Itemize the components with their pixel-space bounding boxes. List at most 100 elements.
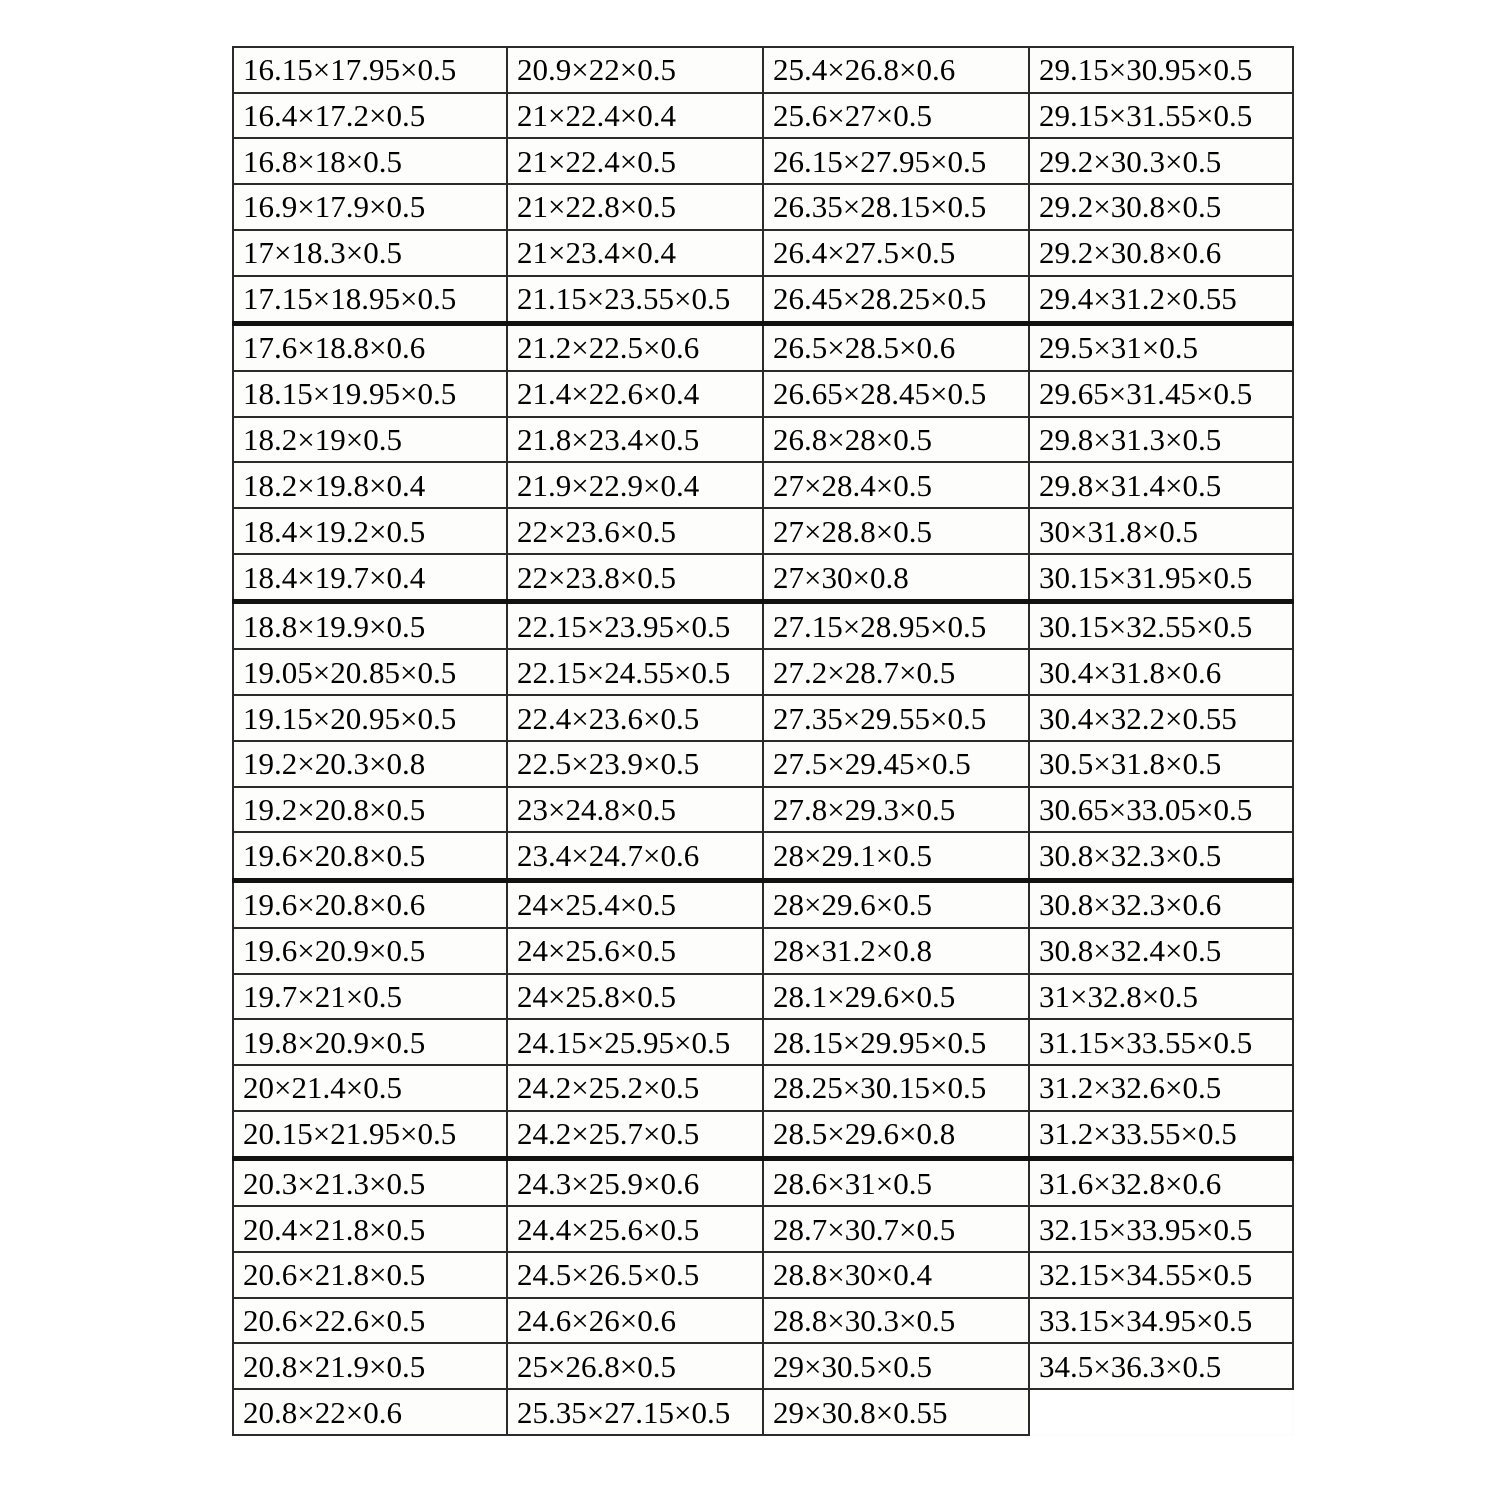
table-cell: 20.6×21.8×0.5 (232, 1250, 508, 1299)
table-cell: 24.2×25.2×0.5 (506, 1063, 764, 1112)
table-row: 20.15×21.95×0.5 24.2×25.7×0.5 28.5×29.6×0.… (232, 1109, 1294, 1161)
table-cell: 19.7×21×0.5 (232, 972, 508, 1021)
table-row: 19.6×20.8×0.5 23.4×24.7×0.6 28×29.1×0.5 30.… (232, 831, 1294, 883)
table-cell: 19.15×20.95×0.5 (232, 694, 508, 742)
table-cell: 28.7×30.7×0.5 (762, 1205, 1030, 1253)
table-cell: 25.6×27×0.5 (762, 91, 1030, 140)
table-cell: 32.15×34.55×0.5 (1028, 1250, 1294, 1299)
table-cell: 30.15×32.55×0.5 (1028, 600, 1294, 651)
table-cell: 20.4×21.8×0.5 (232, 1205, 508, 1253)
table-cell: 18.4×19.2×0.5 (232, 507, 508, 555)
table-cell: 31.2×33.55×0.5 (1028, 1109, 1294, 1161)
table-cell: 26.8×28×0.5 (762, 415, 1030, 464)
table-cell: 24×25.4×0.5 (506, 879, 764, 929)
table-row: 16.15×17.95×0.5 20.9×22×0.5 25.4×26.8×0.6 2… (232, 46, 1294, 94)
table-row: 19.2×20.3×0.8 22.5×23.9×0.5 27.5×29.45×0.5… (232, 739, 1294, 788)
table-cell: 33.15×34.95×0.5 (1028, 1296, 1294, 1345)
table-cell: 27.35×29.55×0.5 (762, 694, 1030, 742)
table-cell: 29.65×31.45×0.5 (1028, 370, 1294, 418)
table-cell: 19.05×20.85×0.5 (232, 648, 508, 697)
table-cell: 31×32.8×0.5 (1028, 972, 1294, 1021)
table-row: 20.6×22.6×0.5 24.6×26×0.6 28.8×30.3×0.5 33.… (232, 1296, 1294, 1345)
table-row: 16.8×18×0.5 21×22.4×0.5 26.15×27.95×0.5 29.… (232, 137, 1294, 186)
table-row: 19.05×20.85×0.5 22.15×24.55×0.5 27.2×28.7×… (232, 648, 1294, 697)
table-cell: 19.6×20.9×0.5 (232, 926, 508, 975)
table-cell: 19.2×20.3×0.8 (232, 739, 508, 788)
table-cell: 17.6×18.8×0.6 (232, 322, 508, 373)
table-cell: 29×30.8×0.55 (762, 1388, 1030, 1436)
table-cell: 30.8×32.3×0.6 (1028, 879, 1294, 929)
table-cell: 28.5×29.6×0.8 (762, 1109, 1030, 1161)
table-cell: 18.2×19×0.5 (232, 415, 508, 464)
table-cell: 20.8×21.9×0.5 (232, 1342, 508, 1391)
table-cell: 18.2×19.8×0.4 (232, 461, 508, 510)
table-row: 18.15×19.95×0.5 21.4×22.6×0.4 26.65×28.45×… (232, 370, 1294, 418)
table-cell: 23×24.8×0.5 (506, 785, 764, 834)
dimensions-table-body: 16.15×17.95×0.5 20.9×22×0.5 25.4×26.8×0.6 2… (232, 46, 1294, 1436)
table-row: 20.8×21.9×0.5 25×26.8×0.5 29×30.5×0.5 34.5×… (232, 1342, 1294, 1391)
table-cell: 28.6×31×0.5 (762, 1157, 1030, 1208)
table-cell: 24.4×25.6×0.5 (506, 1205, 764, 1253)
table-cell: 30.15×31.95×0.5 (1028, 552, 1294, 605)
table-cell: 30.8×32.4×0.5 (1028, 926, 1294, 975)
table-cell: 29.15×30.95×0.5 (1028, 46, 1294, 94)
table-cell: 21.8×23.4×0.5 (506, 415, 764, 464)
table-cell: 29.4×31.2×0.55 (1028, 274, 1294, 326)
table-row: 18.8×19.9×0.5 22.15×23.95×0.5 27.15×28.95×… (232, 600, 1294, 651)
table-cell: 32.15×33.95×0.5 (1028, 1205, 1294, 1253)
table-cell: 18.15×19.95×0.5 (232, 370, 508, 418)
table-cell: 21×23.4×0.4 (506, 228, 764, 277)
table-row: 17.6×18.8×0.6 21.2×22.5×0.6 26.5×28.5×0.6 2… (232, 322, 1294, 373)
table-cell: 29.2×30.8×0.5 (1028, 183, 1294, 231)
table-cell: 34.5×36.3×0.5 (1028, 1342, 1294, 1391)
table-cell: 30×31.8×0.5 (1028, 507, 1294, 555)
table-cell: 29×30.5×0.5 (762, 1342, 1030, 1391)
table-row: 19.6×20.8×0.6 24×25.4×0.5 28×29.6×0.5 30.8×… (232, 879, 1294, 929)
table-cell: 26.4×27.5×0.5 (762, 228, 1030, 277)
table-row: 18.2×19.8×0.4 21.9×22.9×0.4 27×28.4×0.5 29.… (232, 461, 1294, 510)
table-cell: 22×23.6×0.5 (506, 507, 764, 555)
table-cell: 28.8×30.3×0.5 (762, 1296, 1030, 1345)
table-cell: 26.65×28.45×0.5 (762, 370, 1030, 418)
table-cell: 24.15×25.95×0.5 (506, 1018, 764, 1066)
table-cell: 29.8×31.4×0.5 (1028, 461, 1294, 510)
table-cell: 27×28.4×0.5 (762, 461, 1030, 510)
table-row: 18.2×19×0.5 21.8×23.4×0.5 26.8×28×0.5 29.8×… (232, 415, 1294, 464)
table-cell: 28.25×30.15×0.5 (762, 1063, 1030, 1112)
table-cell: 17.15×18.95×0.5 (232, 274, 508, 326)
table-cell: 26.5×28.5×0.6 (762, 322, 1030, 373)
table-cell: 20.3×21.3×0.5 (232, 1157, 508, 1208)
table-row: 20.8×22×0.6 25.35×27.15×0.5 29×30.8×0.55 (232, 1388, 1293, 1436)
table-cell: 16.9×17.9×0.5 (232, 183, 508, 231)
table-row: 17.15×18.95×0.5 21.15×23.55×0.5 26.45×28.2… (232, 274, 1294, 326)
table-cell: 18.8×19.9×0.5 (232, 600, 508, 651)
table-row: 20×21.4×0.5 24.2×25.2×0.5 28.25×30.15×0.5 3… (232, 1063, 1294, 1112)
table-row: 19.8×20.9×0.5 24.15×25.95×0.5 28.15×29.95×… (232, 1018, 1294, 1066)
table-cell: 20.9×22×0.5 (506, 46, 764, 94)
table-cell: 28.1×29.6×0.5 (762, 972, 1030, 1021)
table-row: 18.4×19.7×0.4 22×23.8×0.5 27×30×0.8 30.15×3… (232, 552, 1294, 605)
table-cell: 29.5×31×0.5 (1028, 322, 1294, 373)
table-cell: 23.4×24.7×0.6 (506, 831, 764, 883)
table-cell: 27×30×0.8 (762, 552, 1030, 605)
table-cell: 27.2×28.7×0.5 (762, 648, 1030, 697)
table-cell: 22.4×23.6×0.5 (506, 694, 764, 742)
table-cell: 29.8×31.3×0.5 (1028, 415, 1294, 464)
table-cell: 25.4×26.8×0.6 (762, 46, 1030, 94)
table-cell: 24×25.8×0.5 (506, 972, 764, 1021)
table-cell: 21×22.4×0.4 (506, 91, 764, 140)
table-cell: 20×21.4×0.5 (232, 1063, 508, 1112)
table-cell: 22.5×23.9×0.5 (506, 739, 764, 788)
table-cell: 20.8×22×0.6 (232, 1388, 508, 1436)
table-cell: 16.4×17.2×0.5 (232, 91, 508, 140)
table-cell: 27.15×28.95×0.5 (762, 600, 1030, 651)
table-cell: 30.4×32.2×0.55 (1028, 694, 1294, 742)
table-cell: 21×22.8×0.5 (506, 183, 764, 231)
table-cell: 26.15×27.95×0.5 (762, 137, 1030, 186)
table-cell: 20.15×21.95×0.5 (232, 1109, 508, 1161)
table-cell: 21.2×22.5×0.6 (506, 322, 764, 373)
table-cell: 24.6×26×0.6 (506, 1296, 764, 1345)
table-cell: 27.5×29.45×0.5 (762, 739, 1030, 788)
table-cell: 22.15×23.95×0.5 (506, 600, 764, 651)
